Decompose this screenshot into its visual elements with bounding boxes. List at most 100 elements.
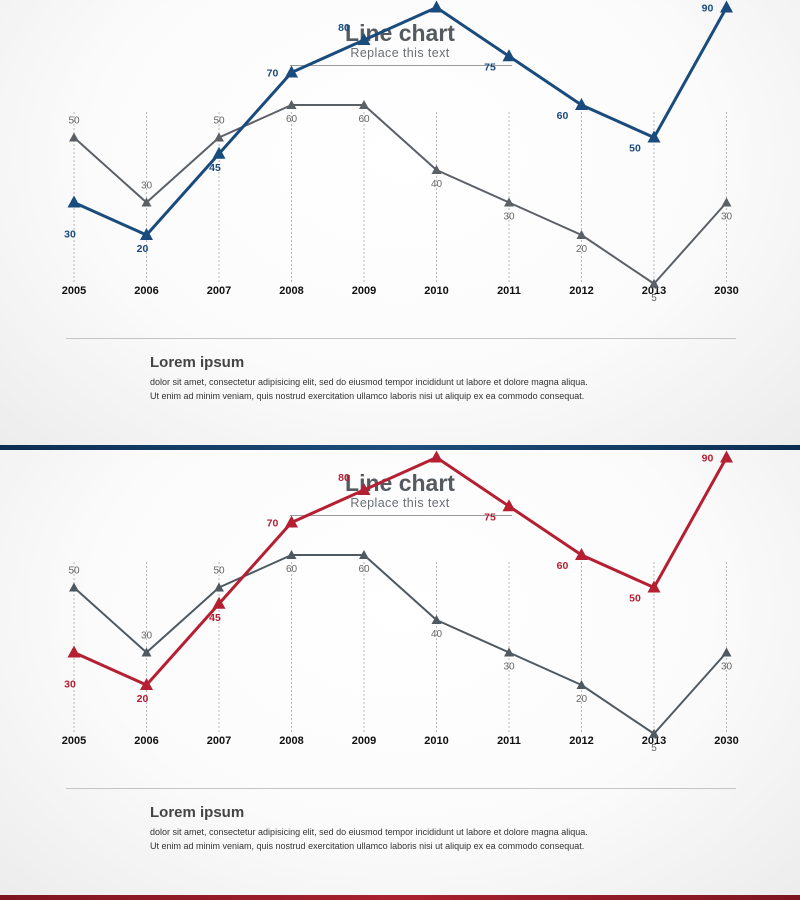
data-point-gray [649,728,659,738]
data-label-main: 60 [557,560,569,572]
title-divider [290,515,512,516]
data-point-gray [69,132,79,142]
data-point-gray [431,615,442,624]
data-point-main [575,548,588,560]
data-label-gray: 60 [286,114,298,125]
data-label-main: 50 [629,593,641,605]
series-line-gray [73,554,728,735]
chart-subtitle: Replace this text [350,46,450,60]
data-point-main [575,98,588,110]
data-label-main: 75 [484,61,496,73]
x-tick-label: 2006 [134,285,158,297]
data-label-gray: 50 [213,566,225,577]
data-point-main [430,0,443,13]
x-tick-label: 2010 [424,735,448,747]
x-tick-label: 2012 [569,735,593,747]
data-label-main: 75 [484,511,496,523]
line-chart: 2005 2006 2007 2008 2009 2010 2011 2012 2013 2030… [62,450,739,754]
data-label-gray: 30 [503,662,515,673]
data-point-main [67,645,81,658]
data-point-main [67,195,81,208]
data-label-gray: 50 [213,116,225,127]
x-tick-label: 2013 [642,735,666,747]
data-label-main: 70 [267,68,279,80]
x-tick-label: 2005 [62,735,86,747]
x-tick-label: 2005 [62,285,86,297]
data-label-gray: 30 [721,212,733,223]
data-label-main: 90 [702,3,714,15]
data-point-main [720,0,733,13]
data-point-main [357,33,371,45]
x-tick-label: 2009 [352,735,376,747]
data-label-gray: 60 [286,564,298,575]
data-label-main: 80 [338,472,350,484]
text-body: dolor sit amet, consectetur adipisicing … [150,375,750,403]
section-divider [66,788,736,789]
data-label-gray: 5 [651,743,657,754]
x-tick-label: 2009 [352,285,376,297]
data-point-main [285,65,298,78]
line-chart: 2005 2006 2007 2008 2009 2010 2011 2012 2013 2030… [62,0,739,304]
data-label-main: 80 [338,22,350,34]
data-point-gray [286,550,297,559]
data-point-gray [504,647,514,657]
data-point-main [647,580,661,593]
data-label-gray: 60 [358,114,370,125]
x-tick-label: 2030 [714,285,738,297]
data-point-main [357,483,371,495]
slide-blue: Line chart Replace this text 2005 2006 200… [0,0,800,450]
data-label-main: 20 [137,693,149,705]
data-label-main: 45 [209,162,221,174]
data-label-main: 90 [411,0,423,2]
data-point-main [212,146,226,159]
x-tick-label: 2012 [569,285,593,297]
data-label-gray: 20 [576,694,588,705]
data-point-gray [721,647,732,657]
chart-subtitle: Replace this text [350,496,450,510]
x-tick-label: 2010 [424,285,448,297]
data-label-gray: 50 [68,116,80,127]
data-label-gray: 60 [358,564,370,575]
data-point-main [502,49,516,62]
data-point-main [502,499,516,512]
data-label-main: 90 [702,453,714,465]
data-point-gray [576,230,587,239]
data-point-main [140,228,153,240]
data-point-main [140,678,153,690]
data-label-gray: 50 [68,566,80,577]
x-tick-label: 2013 [642,285,666,297]
data-point-main [285,515,298,528]
text-line: dolor sit amet, consectetur adipisicing … [150,377,588,387]
bottom-accent-bar [0,445,800,450]
text-line: Ut enim ad minim veniam, quis nostrud ex… [150,841,585,851]
text-heading: Lorem ipsum [150,804,245,821]
data-point-gray [504,197,514,207]
data-point-gray [576,680,587,689]
x-tick-label: 2006 [134,735,158,747]
data-label-gray: 30 [721,662,733,673]
data-point-gray [431,165,442,174]
data-label-main: 90 [411,450,423,452]
bottom-accent-bar [0,895,800,900]
data-point-main [212,596,226,609]
data-point-gray [721,197,732,207]
data-label-main: 50 [629,143,641,155]
title-divider [290,65,512,66]
data-point-gray [141,197,152,207]
data-point-gray [141,647,152,657]
series-line-main [73,456,728,687]
x-tick-label: 2007 [207,735,231,747]
series-line-gray [73,104,728,285]
text-line: Ut enim ad minim veniam, quis nostrud ex… [150,391,585,401]
x-tick-label: 2008 [279,735,303,747]
text-heading: Lorem ipsum [150,354,245,371]
data-label-gray: 20 [576,244,588,255]
data-label-gray: 30 [141,181,153,192]
data-point-gray [286,100,297,109]
data-label-gray: 30 [141,631,153,642]
data-label-main: 30 [64,229,76,241]
x-tick-label: 2008 [279,285,303,297]
x-tick-label: 2011 [497,285,521,297]
series-line-main [73,6,728,237]
data-label-main: 30 [64,679,76,691]
